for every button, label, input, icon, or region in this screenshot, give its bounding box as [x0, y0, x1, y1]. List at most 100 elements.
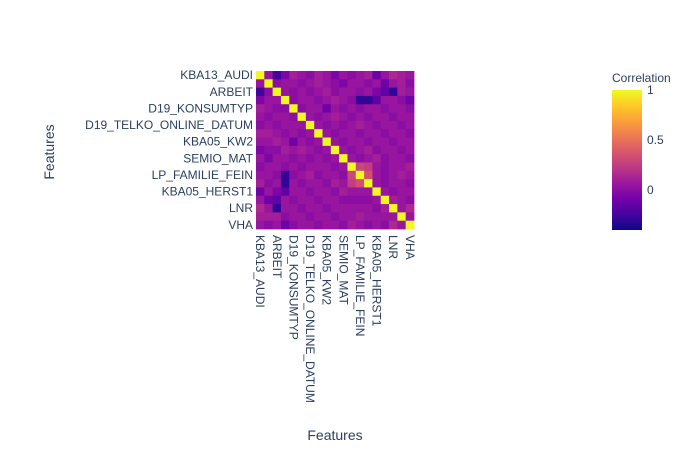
- heatmap-cell: [380, 120, 390, 130]
- heatmap-cell: [297, 195, 307, 205]
- heatmap-cell: [372, 179, 382, 188]
- heatmap-cell: [380, 187, 390, 197]
- heatmap-cell: [339, 95, 348, 105]
- heatmap-cell: [256, 204, 265, 213]
- heatmap-cell: [289, 154, 298, 163]
- x-tick-label: ARBEIT: [270, 235, 284, 279]
- heatmap-cell: [297, 187, 307, 197]
- heatmap-cell: [272, 187, 282, 197]
- heatmap-cell: [372, 95, 382, 105]
- heatmap-cell: [322, 120, 332, 130]
- heatmap-cell: [256, 179, 265, 188]
- heatmap-cell: [330, 154, 340, 163]
- heatmap-cell: [289, 79, 298, 89]
- heatmap-cell: [389, 120, 398, 130]
- heatmap-cell: [405, 145, 415, 155]
- heatmap-cell: [297, 145, 307, 155]
- heatmap-cell: [297, 129, 307, 138]
- heatmap-cell: [364, 145, 373, 155]
- heatmap-cell: [389, 137, 398, 147]
- heatmap-cells: [256, 71, 415, 230]
- y-tick-label: ARBEIT: [210, 85, 254, 99]
- heatmap-cell: [389, 220, 398, 230]
- heatmap-cell: [289, 204, 298, 213]
- heatmap-cell: [297, 204, 307, 213]
- heatmap-cell: [322, 220, 332, 230]
- heatmap-cell: [330, 212, 340, 222]
- x-tick-label: D19_KONSUMTYP: [286, 235, 300, 340]
- heatmap-cell: [314, 145, 323, 155]
- heatmap-cell: [330, 129, 340, 138]
- heatmap-cell: [364, 87, 373, 97]
- heatmap-cell: [355, 104, 365, 113]
- heatmap-cell: [405, 187, 415, 197]
- heatmap-cell: [364, 79, 373, 89]
- heatmap-cell: [347, 145, 357, 155]
- heatmap-cell: [355, 154, 365, 163]
- heatmap-cell: [372, 137, 382, 147]
- heatmap-cell: [330, 162, 340, 172]
- heatmap-cell: [389, 79, 398, 89]
- heatmap-cell: [380, 170, 390, 180]
- heatmap-cell: [330, 112, 340, 122]
- heatmap-cell: [330, 187, 340, 197]
- heatmap-cell: [256, 195, 265, 205]
- heatmap-cell: [256, 170, 265, 180]
- heatmap-cell: [330, 220, 340, 230]
- heatmap-cell: [339, 187, 348, 197]
- heatmap-cell: [372, 212, 382, 222]
- x-tick-label: LP_FAMILIE_FEIN: [353, 235, 367, 336]
- heatmap-cell: [347, 129, 357, 138]
- heatmap-cell: [397, 145, 407, 155]
- heatmap-cell: [380, 162, 390, 172]
- heatmap-cell: [314, 204, 323, 213]
- heatmap-cell: [272, 179, 282, 188]
- heatmap-cell: [297, 87, 307, 97]
- heatmap-cell: [339, 79, 348, 89]
- heatmap-cell: [405, 95, 415, 105]
- heatmap-cell: [297, 71, 307, 80]
- y-tick-label: D19_TELKO_ONLINE_DATUM: [85, 118, 253, 132]
- heatmap-cell: [289, 129, 298, 138]
- heatmap-cell: [347, 112, 357, 122]
- x-tick-label: KBA05_HERST1: [370, 235, 384, 327]
- heatmap-cell: [264, 87, 274, 97]
- heatmap-cell: [380, 95, 390, 105]
- heatmap-cell: [289, 212, 298, 222]
- heatmap-cell: [256, 187, 265, 197]
- heatmap-cell: [289, 170, 298, 180]
- heatmap-cell: [264, 95, 274, 105]
- heatmap-cell: [264, 187, 274, 197]
- heatmap-cell: [330, 170, 340, 180]
- heatmap-cell: [339, 71, 348, 80]
- heatmap-cell: [264, 220, 274, 230]
- heatmap-cell: [297, 170, 307, 180]
- heatmap-cell: [256, 137, 265, 147]
- heatmap-cell: [380, 195, 390, 205]
- heatmap-cell: [372, 195, 382, 205]
- heatmap-cell: [372, 187, 382, 197]
- heatmap-cell: [380, 79, 390, 89]
- heatmap-cell: [364, 95, 373, 105]
- heatmap-cell: [339, 204, 348, 213]
- heatmap-cell: [330, 195, 340, 205]
- x-tick-label: KBA05_KW2: [320, 235, 334, 305]
- heatmap-cell: [355, 95, 365, 105]
- heatmap-cell: [355, 179, 365, 188]
- heatmap-cell: [372, 120, 382, 130]
- heatmap-cell: [405, 204, 415, 213]
- heatmap-cell: [389, 129, 398, 138]
- heatmap-cell: [339, 137, 348, 147]
- heatmap-cell: [305, 204, 315, 213]
- heatmap-cell: [256, 220, 265, 230]
- heatmap-cell: [314, 112, 323, 122]
- heatmap-cell: [355, 187, 365, 197]
- heatmap-cell: [322, 145, 332, 155]
- heatmap-cell: [314, 187, 323, 197]
- heatmap-cell: [280, 179, 290, 188]
- heatmap-cell: [389, 145, 398, 155]
- heatmap-cell: [280, 154, 290, 163]
- heatmap-cell: [272, 71, 282, 80]
- heatmap-cell: [256, 154, 265, 163]
- heatmap-cell: [264, 162, 274, 172]
